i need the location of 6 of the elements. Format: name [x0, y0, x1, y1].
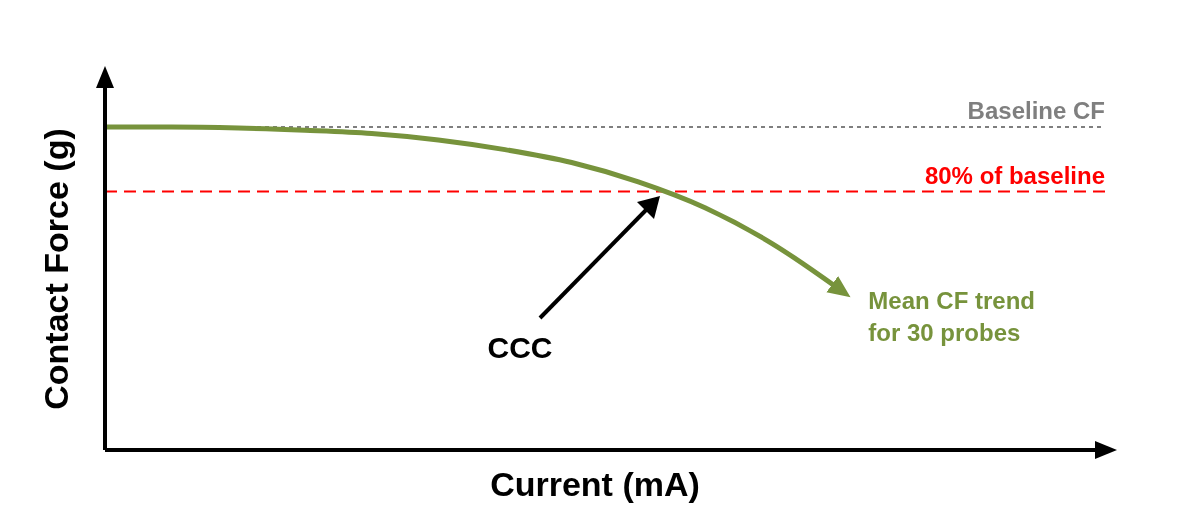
annotation: CCC [487, 331, 553, 364]
ref-line-label: 80% of baseline [924, 161, 1105, 189]
series-label: Mean CF trend for 30 probes [868, 286, 1036, 346]
ref-line-label: Baseline CF [967, 97, 1105, 124]
y-axis-title: Contact Force (g) [37, 128, 75, 410]
x-axis-title: Current (mA) [490, 465, 700, 503]
